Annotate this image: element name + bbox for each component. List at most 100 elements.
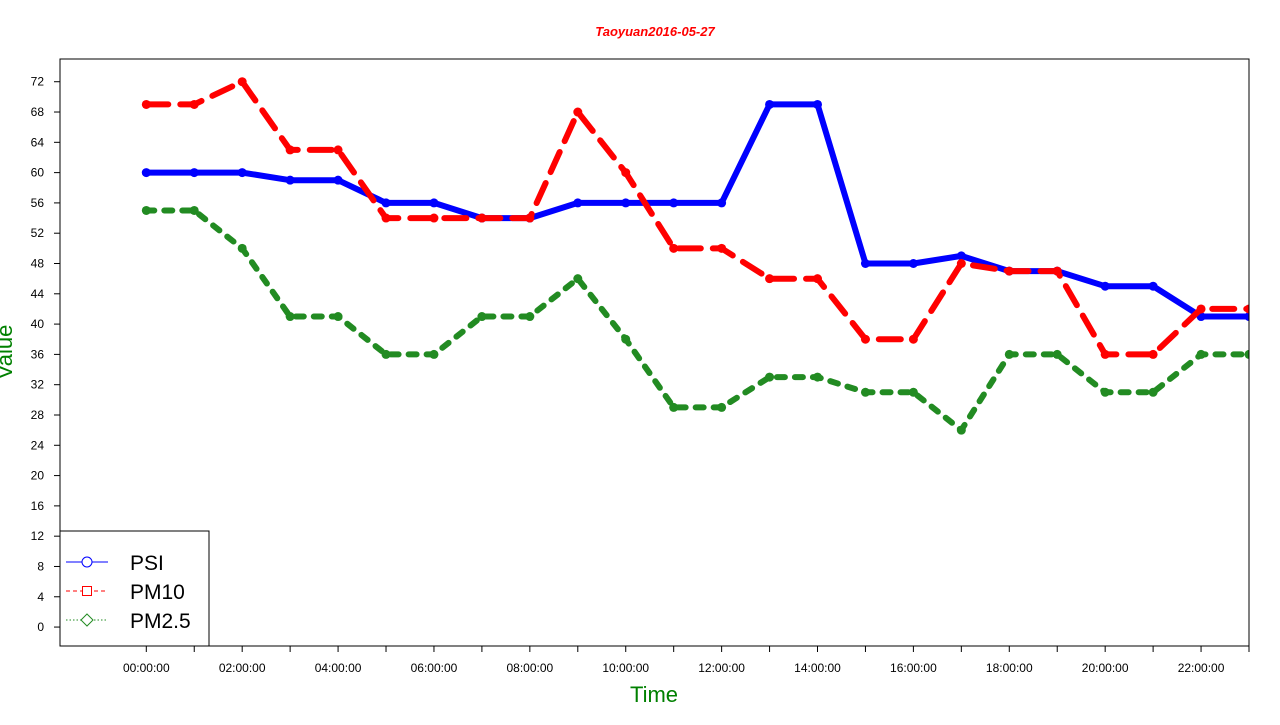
data-point-pm10 bbox=[189, 99, 199, 109]
y-tick-label: 56 bbox=[31, 196, 45, 210]
data-point-pm25 bbox=[141, 205, 151, 215]
data-point-psi bbox=[621, 198, 631, 208]
data-point-psi bbox=[381, 198, 391, 208]
y-tick-label: 4 bbox=[37, 590, 44, 604]
y-tick-label: 32 bbox=[31, 378, 45, 392]
y-axis-label: Value bbox=[0, 325, 17, 380]
legend-label-pm10: PM10 bbox=[130, 581, 185, 604]
data-point-pm25 bbox=[525, 312, 535, 322]
data-point-pm25 bbox=[1244, 349, 1249, 359]
data-point-pm25 bbox=[1052, 349, 1062, 359]
y-tick-label: 44 bbox=[31, 287, 45, 301]
x-tick-label: 12:00:00 bbox=[698, 661, 745, 675]
y-tick-label: 72 bbox=[31, 75, 45, 89]
legend-marker-diamond bbox=[80, 613, 94, 627]
data-point-pm10 bbox=[477, 213, 487, 223]
data-point-pm25 bbox=[860, 387, 870, 397]
y-tick-label: 0 bbox=[37, 620, 44, 634]
legend-marker-circle bbox=[81, 556, 93, 568]
y-tick-label: 64 bbox=[31, 135, 45, 149]
x-tick-label: 20:00:00 bbox=[1082, 661, 1129, 675]
data-point-pm10 bbox=[956, 259, 966, 269]
chart-title: Taoyuan2016-05-27 bbox=[595, 24, 715, 39]
plot-frame bbox=[59, 58, 1250, 647]
x-tick-label: 16:00:00 bbox=[890, 661, 937, 675]
data-point-pm10 bbox=[141, 99, 151, 109]
data-point-pm10 bbox=[573, 107, 583, 117]
x-tick-label: 06:00:00 bbox=[411, 661, 458, 675]
data-point-pm10 bbox=[1244, 304, 1249, 314]
y-tick-label: 20 bbox=[31, 469, 45, 483]
y-tick-label: 68 bbox=[31, 105, 45, 119]
x-tick-label: 22:00:00 bbox=[1178, 661, 1225, 675]
legend-marker-square bbox=[82, 586, 92, 596]
x-tick-label: 00:00:00 bbox=[123, 661, 170, 675]
y-tick-label: 36 bbox=[31, 347, 45, 361]
data-point-pm25 bbox=[189, 205, 199, 215]
data-point-pm25 bbox=[429, 349, 439, 359]
y-tick-label: 8 bbox=[37, 559, 44, 573]
data-point-psi bbox=[1100, 281, 1110, 291]
data-point-pm10 bbox=[621, 168, 631, 178]
data-point-psi bbox=[813, 99, 823, 109]
data-point-pm25 bbox=[381, 349, 391, 359]
data-point-psi bbox=[860, 259, 870, 269]
legend-label-psi: PSI bbox=[130, 552, 164, 575]
series-line-pm10 bbox=[143, 78, 1249, 358]
data-point-psi bbox=[237, 168, 247, 178]
data-point-pm25 bbox=[237, 243, 247, 253]
data-point-pm25 bbox=[717, 402, 727, 412]
series-line-psi bbox=[143, 101, 1249, 320]
data-point-psi bbox=[765, 99, 775, 109]
data-point-psi bbox=[141, 168, 151, 178]
x-axis-label: Time bbox=[630, 682, 678, 707]
data-point-psi bbox=[189, 168, 199, 178]
series-layer bbox=[141, 77, 1249, 435]
y-tick-label: 60 bbox=[31, 166, 45, 180]
data-point-pm25 bbox=[908, 387, 918, 397]
data-point-pm10 bbox=[381, 213, 391, 223]
x-tick-label: 10:00:00 bbox=[602, 661, 649, 675]
data-point-pm25 bbox=[1148, 387, 1158, 397]
data-point-psi bbox=[1244, 312, 1249, 322]
data-point-pm10 bbox=[429, 213, 439, 223]
data-point-pm10 bbox=[285, 145, 295, 155]
y-tick-label: 40 bbox=[31, 317, 45, 331]
legend: PSI PM10 PM2.5 bbox=[59, 530, 210, 647]
y-tick-label: 28 bbox=[31, 408, 45, 422]
data-point-psi bbox=[285, 175, 295, 185]
x-tick-label: 04:00:00 bbox=[315, 661, 362, 675]
data-point-pm10 bbox=[765, 274, 775, 284]
data-point-pm25 bbox=[813, 372, 823, 382]
data-point-pm25 bbox=[333, 312, 343, 322]
x-tick-label: 08:00:00 bbox=[506, 661, 553, 675]
data-point-pm25 bbox=[285, 312, 295, 322]
y-tick-label: 24 bbox=[31, 438, 45, 452]
data-point-pm25 bbox=[956, 425, 966, 435]
data-point-pm25 bbox=[669, 402, 679, 412]
data-point-pm10 bbox=[237, 77, 247, 87]
data-point-pm25 bbox=[621, 334, 631, 344]
data-point-pm10 bbox=[1196, 304, 1206, 314]
data-point-pm10 bbox=[525, 213, 535, 223]
data-point-pm10 bbox=[669, 243, 679, 253]
x-tick-label: 18:00:00 bbox=[986, 661, 1033, 675]
data-point-pm10 bbox=[1052, 266, 1062, 276]
x-tick-label: 02:00:00 bbox=[219, 661, 266, 675]
data-point-pm10 bbox=[860, 334, 870, 344]
x-axis: 00:00:00 02:00:00 04:00:00 06:00:00 08:00:00… bbox=[123, 646, 1250, 675]
data-point-pm10 bbox=[333, 145, 343, 155]
y-tick-label: 16 bbox=[31, 499, 45, 513]
data-point-pm10 bbox=[1148, 349, 1158, 359]
data-point-pm10 bbox=[813, 274, 823, 284]
legend-label-pm25: PM2.5 bbox=[130, 610, 191, 633]
data-point-psi bbox=[717, 198, 727, 208]
data-point-pm10 bbox=[717, 243, 727, 253]
data-point-psi bbox=[573, 198, 583, 208]
series-line-pm25 bbox=[143, 207, 1249, 434]
data-point-pm10 bbox=[1004, 266, 1014, 276]
data-point-psi bbox=[669, 198, 679, 208]
data-point-psi bbox=[1148, 281, 1158, 291]
y-tick-label: 48 bbox=[31, 257, 45, 271]
